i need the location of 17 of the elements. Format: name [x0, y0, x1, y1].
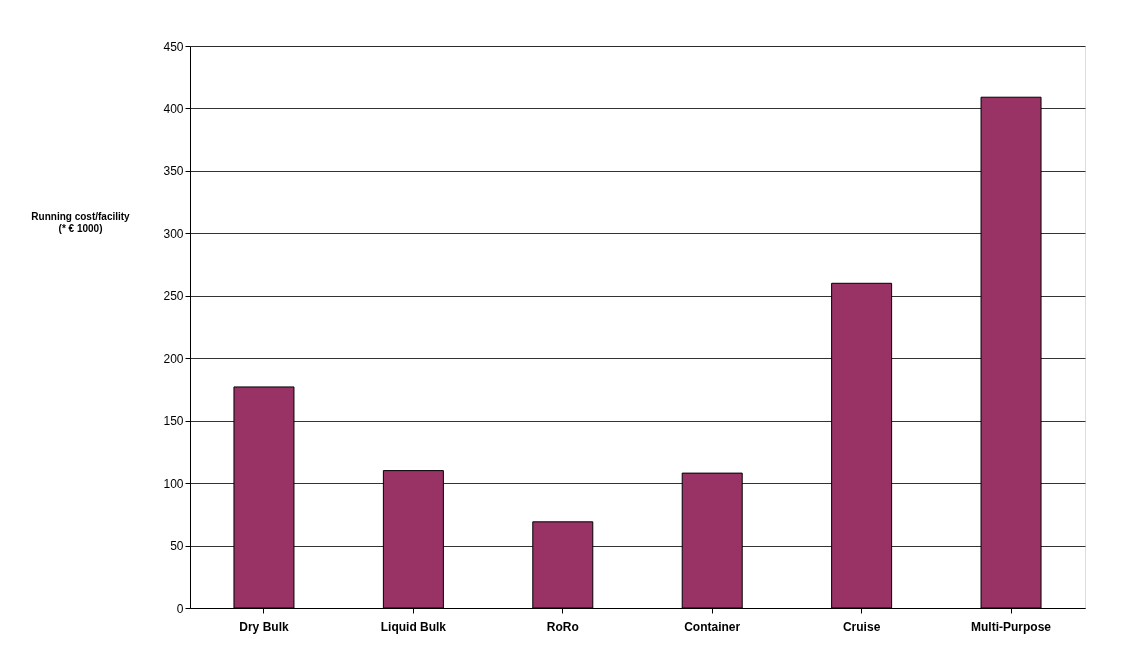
y-tick-label: 450 [163, 39, 184, 54]
y-tick-label: 0 [176, 601, 184, 616]
x-tick-label: Cruise [842, 619, 881, 634]
x-tick-label: Multi-Purpose [971, 619, 1052, 634]
y-tick-label: 250 [163, 289, 184, 304]
y-axis-title: Running cost/facility (* € 1000) [31, 210, 131, 234]
x-tick-label: Dry Bulk [239, 619, 289, 634]
y-tick-label: 50 [170, 539, 184, 554]
y-tick-label: 100 [163, 476, 184, 491]
y-tick-label: 400 [163, 101, 184, 116]
x-tick-label: Container [684, 619, 741, 634]
x-tick-label: RoRo [546, 619, 579, 634]
y-tick-label: 300 [163, 226, 184, 241]
y-tick-label: 200 [163, 351, 184, 366]
y-tick-label: 150 [163, 414, 184, 429]
x-tick-label: Liquid Bulk [380, 619, 447, 634]
y-tick-label: 350 [163, 164, 184, 179]
